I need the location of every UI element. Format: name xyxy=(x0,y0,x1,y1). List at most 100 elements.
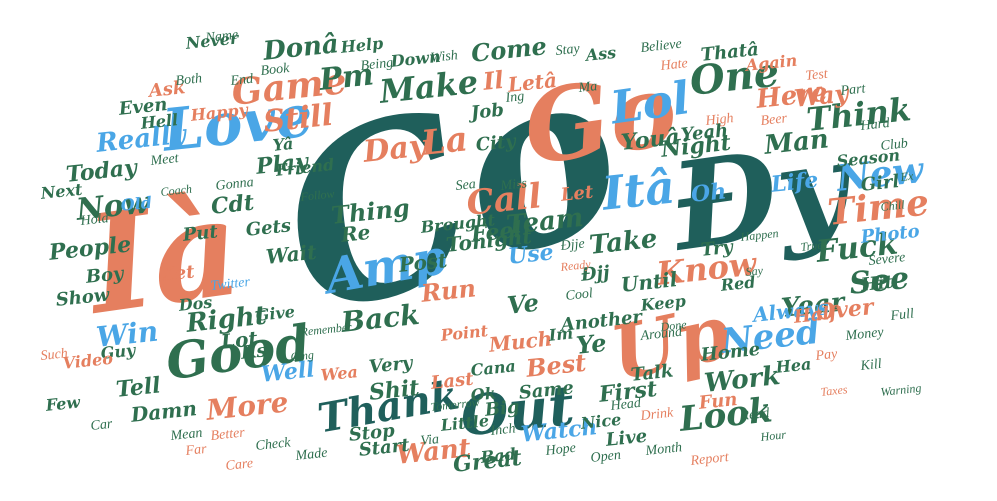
cloud-word: Life xyxy=(769,166,820,198)
cloud-word: Ass xyxy=(584,42,618,65)
cloud-word: Itâ xyxy=(599,158,678,221)
cloud-word: Warning xyxy=(879,380,923,399)
cloud-word: Cdt xyxy=(209,189,256,220)
cloud-word: Check xyxy=(254,434,292,454)
cloud-word: Post xyxy=(397,247,449,277)
cloud-word: Hold xyxy=(79,210,110,229)
cloud-word: Shit xyxy=(367,374,421,406)
cloud-word: Done xyxy=(659,317,688,334)
cloud-word: More xyxy=(204,385,290,427)
cloud-word: Job xyxy=(469,99,505,124)
cloud-word: Open xyxy=(589,447,622,466)
cloud-word: Still xyxy=(261,97,335,140)
cloud-word: End xyxy=(229,71,254,89)
cloud-word: Next xyxy=(39,179,84,203)
cloud-word: Wait xyxy=(264,239,318,269)
cloud-word: Such xyxy=(39,345,69,364)
cloud-word: Run xyxy=(419,273,478,308)
cloud-word: Month xyxy=(644,439,683,459)
cloud-word: Put xyxy=(181,220,219,246)
cloud-word: Head xyxy=(609,395,642,414)
cloud-word: Start xyxy=(357,434,411,461)
cloud-word: Dos xyxy=(177,292,214,315)
cloud-word: Ye xyxy=(574,327,608,360)
cloud-word: Try xyxy=(699,236,734,261)
cloud-word: Đjje xyxy=(559,235,586,254)
cloud-word: Oh xyxy=(689,177,728,208)
cloud-word: Kill xyxy=(859,356,883,374)
cloud-word: Sea xyxy=(454,176,477,194)
cloud-word: Hope xyxy=(544,440,577,459)
cloud-word: Yâ xyxy=(271,133,295,155)
cloud-word: Make xyxy=(377,62,480,111)
cloud-word: Test xyxy=(804,66,829,84)
cloud-word: Part xyxy=(839,80,867,99)
cloud-word: Pay xyxy=(814,346,839,364)
cloud-word: Help xyxy=(339,33,385,57)
cloud-word: Nice xyxy=(579,409,623,433)
cloud-word: Miss xyxy=(499,175,528,194)
cloud-word: True xyxy=(799,237,824,254)
cloud-word: Again xyxy=(744,50,799,75)
cloud-word: Give xyxy=(254,301,296,325)
cloud-word: Half xyxy=(792,301,839,328)
cloud-word: Until xyxy=(619,267,679,297)
cloud-word: Im xyxy=(547,323,575,345)
cloud-word: Donâ xyxy=(261,28,341,67)
cloud-word: Day xyxy=(361,127,428,170)
cloud-word: Gets xyxy=(244,214,293,241)
cloud-word: Both xyxy=(174,70,203,89)
cloud-word: Bad xyxy=(479,444,517,467)
cloud-word: Follow xyxy=(299,186,336,204)
cloud-word: Point xyxy=(439,321,489,345)
cloud-word: Lot xyxy=(219,326,259,354)
cloud-word: Xet xyxy=(159,260,196,286)
cloud-word: Man xyxy=(762,123,831,161)
cloud-word: Wea xyxy=(319,362,359,385)
cloud-word: Money xyxy=(844,324,885,344)
cloud-word: Care xyxy=(224,455,254,474)
cloud-word: Video xyxy=(61,348,114,373)
cloud-word: City xyxy=(474,130,517,156)
cloud-word: La xyxy=(419,118,470,164)
cloud-word: Via xyxy=(419,431,440,449)
cloud-word: Ve xyxy=(505,287,541,320)
cloud-word: Big xyxy=(483,395,521,421)
cloud-word: Full xyxy=(889,306,915,324)
cloud-word: Il xyxy=(481,64,505,96)
cloud-word: Show xyxy=(54,283,111,311)
cloud-word: Omg xyxy=(289,347,315,364)
cloud-word: Book xyxy=(259,60,291,79)
cloud-word: Boy xyxy=(84,262,125,288)
cloud-word: Cool xyxy=(564,285,594,304)
cloud-word: Tell xyxy=(114,371,162,403)
cloud-word: Few xyxy=(44,392,82,415)
cloud-word: Inch xyxy=(489,420,517,439)
cloud-word: Last xyxy=(429,368,475,394)
cloud-word: Report xyxy=(689,449,730,469)
cloud-word: Far xyxy=(184,441,208,459)
cloud-word: Beer xyxy=(759,110,788,129)
cloud-word: Better xyxy=(209,424,246,444)
cloud-word: Ing xyxy=(504,88,526,106)
cloud-word: Drink xyxy=(639,405,674,424)
cloud-word: Name xyxy=(204,27,239,46)
cloud-word: Being xyxy=(359,55,394,74)
cloud-word: Hea xyxy=(774,354,813,377)
cloud-word: Come xyxy=(469,31,549,68)
cloud-word: Happen xyxy=(739,226,780,244)
cloud-word: Ex xyxy=(899,168,914,184)
cloud-word: Re xyxy=(339,219,372,247)
cloud-word: Ready xyxy=(559,256,592,274)
cloud-word: Hell xyxy=(139,110,180,133)
cloud-word: Much xyxy=(487,326,554,357)
cloud-word: Same xyxy=(517,376,575,404)
cloud-word: Believe xyxy=(639,36,683,56)
cloud-word: Let xyxy=(559,181,595,206)
cloud-word: Ma xyxy=(577,78,599,96)
cloud-word: Say xyxy=(744,263,764,279)
cloud-word: Club xyxy=(879,135,909,154)
cloud-word: Very xyxy=(367,351,414,378)
cloud-word: Cana xyxy=(469,356,517,380)
cloud-word: Car xyxy=(89,416,114,434)
